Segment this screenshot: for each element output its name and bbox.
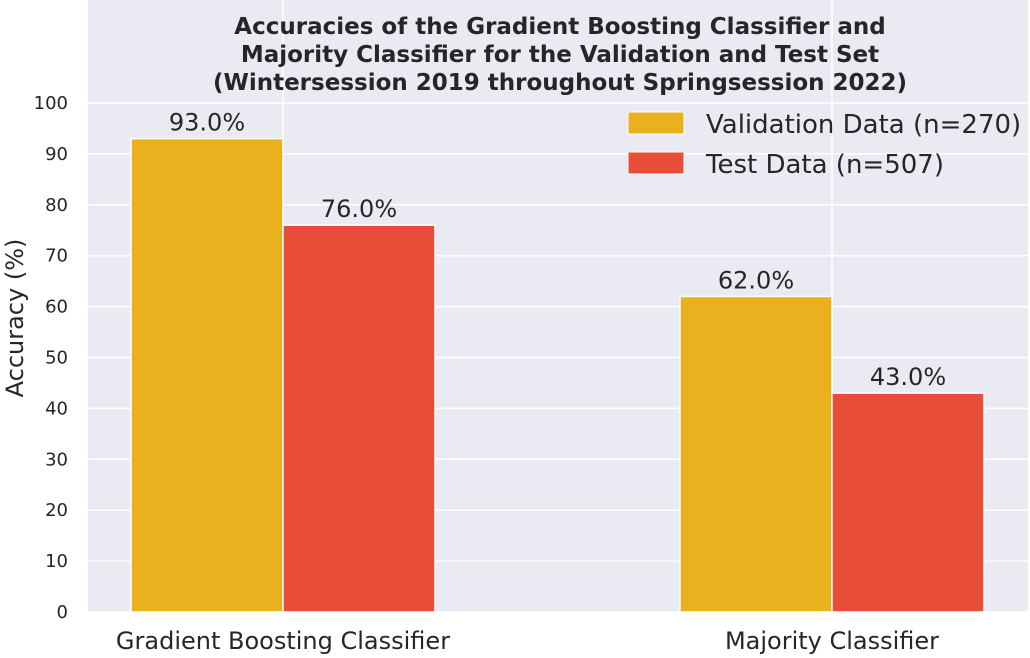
chart-title: Accuracies of the Gradient Boosting Clas…	[213, 14, 907, 96]
bar	[679, 295, 833, 613]
x-axis-categories: Gradient Boosting Classifier Majority Cla…	[116, 627, 939, 655]
y-tick-label: 70	[45, 246, 68, 267]
data-labels: 93.0% 62.0% 76.0% 43.0%	[169, 109, 946, 392]
legend-label: Validation Data (n=270)	[706, 110, 1021, 140]
y-tick-label: 60	[45, 297, 68, 318]
bar-data-label: 62.0%	[718, 266, 794, 294]
x-category-label: Majority Classifier	[725, 627, 939, 655]
bars	[130, 137, 985, 613]
y-tick-label: 40	[45, 398, 68, 419]
y-tick-label: 90	[45, 144, 68, 165]
legend: Validation Data (n=270) Test Data (n=507)	[627, 110, 1021, 180]
chart-title-line: Majority Classifier for the Validation a…	[241, 42, 879, 68]
y-tick-label: 10	[45, 551, 68, 572]
bar	[831, 392, 985, 613]
chart-title-line: (Wintersession 2019 throughout Springses…	[213, 70, 907, 96]
y-tick-label: 30	[45, 449, 68, 470]
y-tick-label: 50	[45, 348, 68, 369]
legend-swatch	[627, 111, 685, 135]
y-tick-label: 0	[57, 602, 68, 623]
y-tick-label: 100	[34, 93, 68, 114]
legend-swatch	[627, 151, 685, 175]
bar-data-label: 43.0%	[870, 363, 946, 391]
y-axis-ticks: 0 10 20 30 40 50 60 70 80 90 100	[34, 93, 68, 623]
bar	[282, 224, 436, 613]
bar-data-label: 76.0%	[321, 195, 397, 223]
y-tick-label: 80	[45, 195, 68, 216]
y-axis-label: Accuracy (%)	[1, 239, 29, 398]
y-tick-label: 20	[45, 500, 68, 521]
bar	[130, 137, 284, 613]
chart-title-line: Accuracies of the Gradient Boosting Clas…	[234, 14, 885, 40]
bar-data-label: 93.0%	[169, 109, 245, 137]
x-category-label: Gradient Boosting Classifier	[116, 627, 450, 655]
legend-label: Test Data (n=507)	[705, 150, 944, 180]
